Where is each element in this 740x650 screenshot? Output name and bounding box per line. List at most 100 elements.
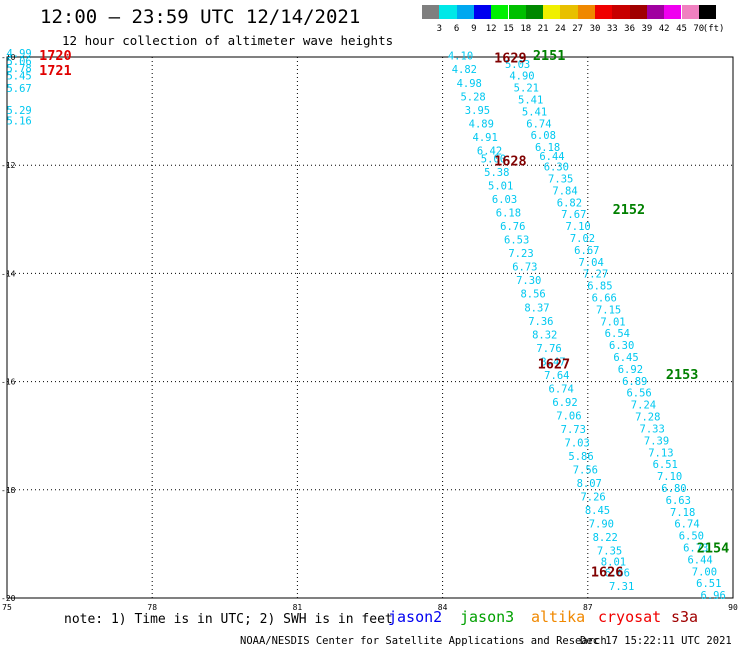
color-scale-swatch xyxy=(646,5,665,19)
wave-height-point: 7.13 xyxy=(648,447,673,459)
color-scale-label: 6 xyxy=(453,24,460,34)
y-tick-label: -14 xyxy=(1,269,16,278)
color-scale-label: 3 xyxy=(436,24,442,34)
wave-height-point: 4.89 xyxy=(469,118,494,130)
wave-height-point: 6.18 xyxy=(496,208,521,220)
wave-height-point: 6.73 xyxy=(512,262,537,274)
wave-height-point: 6.44 xyxy=(687,554,712,566)
wave-height-point: 7.26 xyxy=(580,492,605,504)
time-annotation: 1721 xyxy=(39,63,72,79)
time-annotation: 1720 xyxy=(39,48,72,64)
x-tick-label: 78 xyxy=(147,603,157,612)
wave-height-point: 7.00 xyxy=(692,566,717,578)
time-annotation: 1626 xyxy=(591,565,624,581)
x-tick-label: 84 xyxy=(438,603,448,612)
wave-height-point: 6.53 xyxy=(504,235,529,247)
time-annotation: 2152 xyxy=(613,202,646,218)
color-scale-label: 15 xyxy=(503,24,514,34)
note-text: note: 1) Time is in UTC; 2) SWH is in fe… xyxy=(64,612,393,627)
wave-height-point: 6.51 xyxy=(696,578,721,590)
wave-height-point: 6.30 xyxy=(544,162,569,174)
wave-height-point: 7.03 xyxy=(565,438,590,450)
wave-height-point: 8.07 xyxy=(577,478,602,490)
wave-height-point: 7.02 xyxy=(570,233,595,245)
wave-height-point: 4.82 xyxy=(452,64,477,76)
time-annotation: 1627 xyxy=(538,356,571,372)
color-scale-swatch xyxy=(664,5,682,19)
wave-height-point: 7.33 xyxy=(640,423,665,435)
wave-height-point: 8.22 xyxy=(593,532,618,544)
color-scale-swatch xyxy=(698,5,717,19)
time-annotation: 2151 xyxy=(533,48,566,64)
wave-height-point: 7.28 xyxy=(635,412,660,424)
wave-height-point: 6.51 xyxy=(653,459,678,471)
time-annotation: 1629 xyxy=(494,51,527,67)
wave-height-point: 8.01 xyxy=(601,557,626,569)
plot-frame xyxy=(6,56,734,599)
color-scale-swatch xyxy=(439,5,457,19)
wave-height-point: 8.37 xyxy=(524,302,549,314)
chart-subtitle: 12 hour collection of altimeter wave hei… xyxy=(62,33,394,48)
wave-height-point: 7.06 xyxy=(556,410,581,422)
color-scale-label: 39 xyxy=(641,24,653,34)
color-scale-swatch xyxy=(629,5,647,19)
color-scale-label: 36 xyxy=(624,24,636,34)
time-annotation: 1628 xyxy=(494,153,527,169)
wave-height-point: 7.35 xyxy=(597,546,622,558)
wave-height-point: 5.16 xyxy=(6,116,31,128)
color-scale-label: 21 xyxy=(537,24,549,34)
wave-height-point: 7.67 xyxy=(561,209,586,221)
x-tick-label: 87 xyxy=(583,603,593,612)
wave-height-point: 6.30 xyxy=(609,340,634,352)
wave-height-point: 5.21 xyxy=(514,83,539,95)
wave-height-point: 4.98 xyxy=(457,78,482,90)
wave-height-point: 6.85 xyxy=(587,281,612,293)
wave-height-point: 6.45 xyxy=(613,352,638,364)
color-scale-label: 12 xyxy=(485,24,497,34)
wave-height-point: 7.56 xyxy=(573,465,598,477)
wave-height-point: 5.86 xyxy=(568,451,593,463)
wave-height-point: 7.39 xyxy=(644,435,669,447)
wave-height-point: 6.42 xyxy=(477,145,502,157)
wave-height-point: 5.03 xyxy=(505,59,530,71)
y-tick-label: -12 xyxy=(1,161,16,170)
wave-height-point: 6.96 xyxy=(701,590,726,602)
color-scale-label: 30 xyxy=(589,24,601,34)
color-scale-label: 27 xyxy=(572,24,584,34)
wave-height-point: 7.35 xyxy=(548,174,573,186)
wave-height-point: 4.91 xyxy=(473,132,498,144)
wave-height-point: 7.10 xyxy=(565,221,590,233)
wave-height-point: 7.24 xyxy=(631,400,656,412)
footer-timestamp: Dec 17 15:22:11 UTC 2021 xyxy=(580,635,732,647)
y-tick-label: -16 xyxy=(1,378,16,387)
x-tick-label: 90 xyxy=(728,603,738,612)
wave-height-point: 7.30 xyxy=(516,275,541,287)
color-scale-swatch xyxy=(456,5,474,19)
color-scale-swatch xyxy=(612,5,630,19)
wave-height-point: 7.31 xyxy=(609,581,634,593)
wave-height-point: 5.41 xyxy=(518,95,543,107)
wave-height-point: 6.03 xyxy=(492,194,517,206)
y-tick-label: -18 xyxy=(1,486,16,495)
wave-height-point: 5.45 xyxy=(6,71,31,83)
wave-height-point: 8.56 xyxy=(520,289,545,301)
wave-height-point: 6.76 xyxy=(500,221,525,233)
wave-height-point: 7.64 xyxy=(544,370,569,382)
y-tick-label: -20 xyxy=(1,594,16,603)
color-scale-swatch xyxy=(681,5,699,19)
color-scale-swatch xyxy=(473,5,492,19)
wave-height-point: 7.90 xyxy=(589,519,614,531)
color-scale-swatch xyxy=(560,5,578,19)
wave-height-point: 6.74 xyxy=(549,383,574,395)
color-scale-label: 33 xyxy=(606,24,618,34)
wave-height-point: 3.95 xyxy=(465,105,490,117)
color-scale-swatch xyxy=(525,5,544,19)
wave-height-point: 6.66 xyxy=(605,567,630,579)
color-scale-swatch xyxy=(595,5,613,19)
color-scale-label: 45 xyxy=(676,24,687,34)
color-scale-label: 70 xyxy=(693,24,705,34)
wave-height-point: 4.99 xyxy=(6,48,31,60)
time-annotation: 2153 xyxy=(666,367,699,383)
wave-height-point: 5.38 xyxy=(484,167,509,179)
color-scale-label: 18 xyxy=(520,24,532,34)
